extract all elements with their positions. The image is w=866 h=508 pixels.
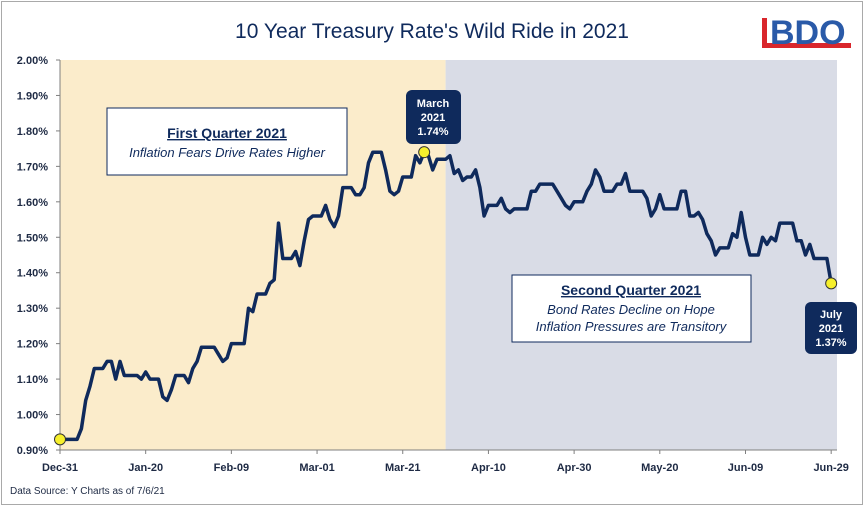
x-axis-ticks: Dec-31 Jan-20 Feb-09 Mar-01 Mar-21 Apr-10 Apr-… [42, 450, 849, 474]
bdo-logo: BDO [762, 14, 851, 52]
q2-text-line2: Inflation Pressures are Transitory [536, 319, 728, 334]
x-tick-label: Mar-21 [385, 462, 420, 474]
y-tick-label: 1.60% [17, 197, 48, 209]
x-tick-label: Jun-09 [728, 462, 763, 474]
march-callout: March 2021 1.74% [406, 90, 461, 144]
x-tick-label: Feb-09 [214, 462, 249, 474]
source-note: Data Source: Y Charts as of 7/6/21 [10, 486, 165, 497]
q2-shaded-region [445, 60, 837, 450]
x-tick-label: Apr-30 [557, 462, 592, 474]
logo-red-bar-horizontal [762, 43, 851, 48]
q1-annotation-box: First Quarter 2021 Inflation Fears Drive… [106, 107, 348, 176]
q2-annotation-box: Second Quarter 2021 Bond Rates Decline o… [511, 274, 752, 343]
y-tick-label: 1.30% [17, 303, 48, 315]
y-tick-label: 1.90% [17, 90, 48, 102]
july-callout-year: 2021 [819, 323, 843, 335]
july-callout: July 2021 1.37% [805, 302, 857, 354]
x-tick-label: May-20 [641, 462, 678, 474]
y-tick-label: 1.70% [17, 161, 48, 173]
y-tick-label: 1.00% [17, 410, 48, 422]
treasury-rate-line [60, 150, 833, 442]
march-callout-month: March [417, 98, 450, 110]
x-tick-label: Apr-10 [471, 462, 506, 474]
logo-red-bar-vertical [762, 18, 767, 48]
q2-heading: Second Quarter 2021 [561, 282, 701, 298]
y-tick-label: 1.80% [17, 126, 48, 138]
y-tick-label: 1.50% [17, 232, 48, 244]
x-tick-label: Jun-29 [813, 462, 848, 474]
highlight-point [54, 433, 66, 446]
x-tick-label: Dec-31 [42, 462, 78, 474]
july-callout-value: 1.37% [815, 337, 846, 349]
x-tick-label: Mar-01 [299, 462, 334, 474]
q2-text-line1: Bond Rates Decline on Hope [547, 302, 715, 317]
y-tick-label: 2.00% [17, 55, 48, 67]
y-tick-label: 1.20% [17, 339, 48, 351]
y-tick-label: 1.10% [17, 374, 48, 386]
x-tick-label: Jan-20 [128, 462, 163, 474]
y-tick-label: 0.90% [17, 445, 48, 457]
march-callout-year: 2021 [421, 112, 445, 124]
highlight-markers [54, 146, 838, 446]
y-tick-label: 1.40% [17, 268, 48, 280]
july-callout-month: July [820, 309, 843, 321]
highlight-point [418, 146, 431, 159]
logo-text: BDO [770, 14, 846, 52]
chart-title: 10 Year Treasury Rate's Wild Ride in 202… [235, 20, 629, 43]
q1-text: Inflation Fears Drive Rates Higher [129, 145, 325, 160]
q1-heading: First Quarter 2021 [167, 125, 287, 141]
march-callout-value: 1.74% [417, 126, 448, 138]
y-axis-ticks: 2.00% 1.90% 1.80% 1.70% 1.60% 1.50% 1.40% 1.30%… [17, 55, 60, 457]
highlight-point [825, 277, 838, 290]
